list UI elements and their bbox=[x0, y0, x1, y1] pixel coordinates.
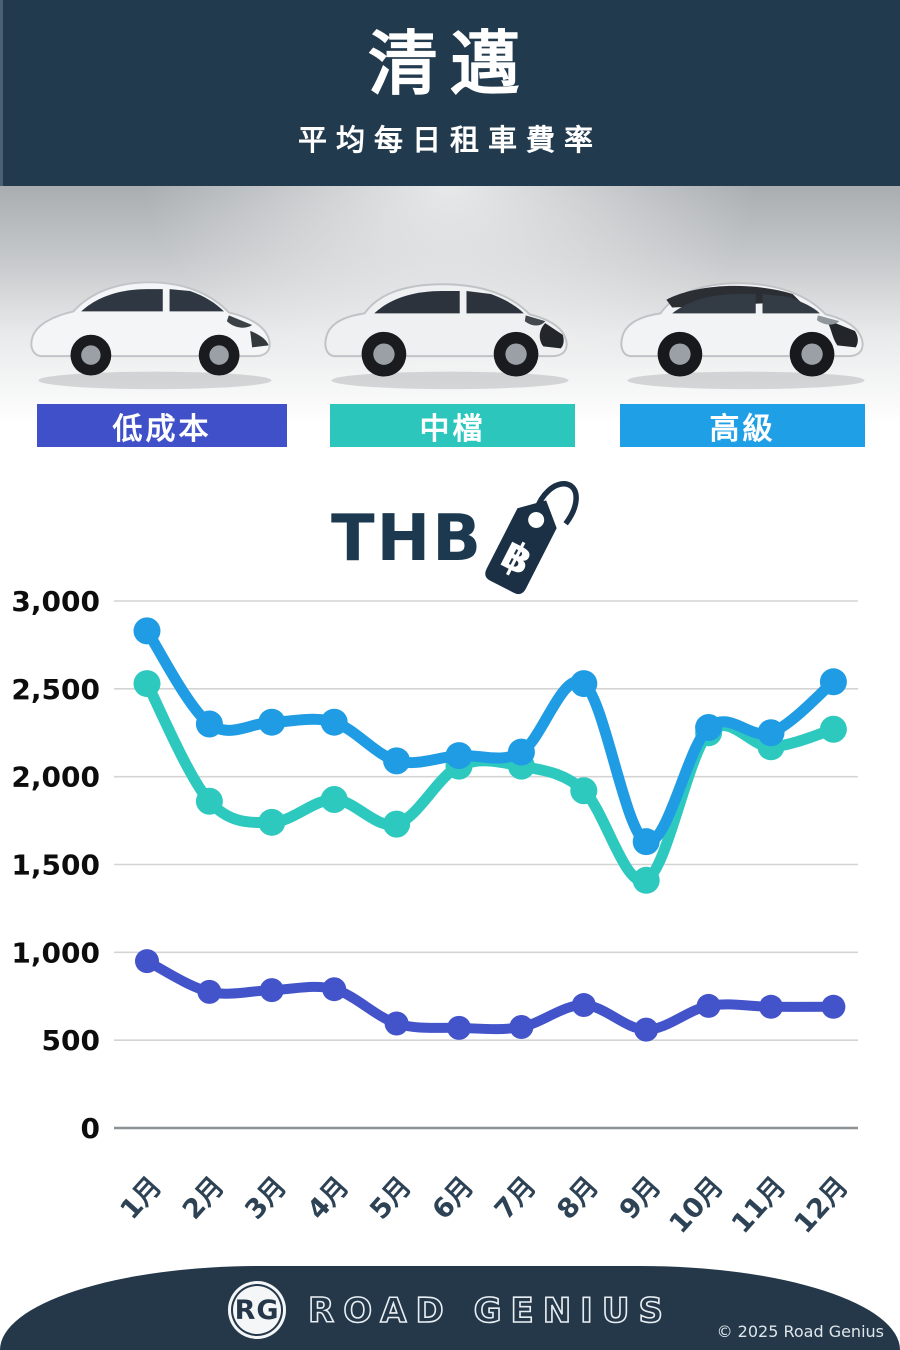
midrange-car-figure bbox=[308, 240, 593, 405]
data-point bbox=[445, 742, 473, 770]
data-point bbox=[258, 808, 286, 836]
data-point bbox=[632, 828, 660, 856]
data-point bbox=[696, 993, 721, 1018]
x-axis-month-label: 9月 bbox=[614, 1171, 668, 1226]
data-point bbox=[447, 1015, 471, 1040]
premium-car-image bbox=[619, 282, 865, 390]
road-genius-logo: RG bbox=[228, 1281, 287, 1339]
data-point bbox=[759, 994, 783, 1019]
data-point bbox=[507, 738, 535, 766]
y-axis-tick-label: 3,000 bbox=[11, 585, 100, 618]
tier-label-midrange: 中檔 bbox=[330, 404, 575, 447]
x-axis-month-label: 8月 bbox=[551, 1171, 605, 1226]
page-title: 清邁 bbox=[368, 23, 532, 105]
y-axis-tick-label: 2,500 bbox=[11, 673, 100, 706]
data-point bbox=[819, 715, 847, 743]
cars-row bbox=[0, 240, 900, 405]
x-axis-month-label: 2月 bbox=[177, 1171, 231, 1226]
data-point bbox=[133, 670, 161, 698]
data-point bbox=[383, 810, 411, 838]
data-point bbox=[632, 866, 660, 894]
data-point bbox=[821, 994, 846, 1019]
data-point bbox=[570, 670, 598, 698]
data-point bbox=[634, 1017, 659, 1042]
x-axis-month-label: 6月 bbox=[427, 1171, 481, 1226]
x-axis-month-label: 12月 bbox=[788, 1171, 854, 1240]
chart-section: 0 500 1,000 1,500 2,000 2,500 3,000 1月 2月 3月 4月 5月 6… bbox=[0, 575, 900, 1255]
header-banner: 清邁 平均每日租車費率 bbox=[0, 0, 900, 186]
x-axis-month-label: 11月 bbox=[726, 1171, 792, 1240]
data-point bbox=[383, 747, 411, 775]
data-point bbox=[695, 713, 723, 741]
series-line-2 bbox=[141, 625, 839, 848]
economy-car-figure bbox=[12, 240, 297, 405]
data-point bbox=[571, 993, 596, 1018]
y-axis-tick-label: 1,500 bbox=[11, 849, 100, 882]
tier-label-premium: 高級 bbox=[620, 404, 865, 447]
data-point bbox=[195, 710, 223, 738]
data-point bbox=[195, 787, 223, 815]
x-axis-month-label: 5月 bbox=[364, 1171, 418, 1226]
page-subtitle: 平均每日租車費率 bbox=[297, 123, 602, 157]
data-point bbox=[570, 777, 598, 805]
price-tag-icon: ฿ bbox=[485, 481, 579, 595]
x-axis-month-label: 10月 bbox=[664, 1171, 730, 1240]
copyright-text: © 2025 Road Genius bbox=[716, 1322, 884, 1341]
premium-car-figure bbox=[603, 240, 888, 405]
logo-initials: RG bbox=[234, 1294, 280, 1326]
midrange-car-image bbox=[324, 283, 569, 390]
data-point bbox=[259, 978, 284, 1003]
x-axis-month-label: 4月 bbox=[302, 1171, 356, 1226]
data-point bbox=[757, 719, 785, 747]
data-point bbox=[258, 708, 286, 736]
y-axis-tick-label: 2,000 bbox=[11, 761, 100, 794]
footer-arch: RG ROAD GENIUS © 2025 Road Genius bbox=[0, 1266, 900, 1350]
data-point bbox=[197, 979, 222, 1004]
series-line-0 bbox=[142, 956, 839, 1035]
data-point bbox=[384, 1011, 409, 1036]
data-point bbox=[322, 977, 347, 1002]
x-axis-month-label: 1月 bbox=[115, 1171, 169, 1226]
data-point bbox=[133, 617, 161, 645]
rental-rate-chart: 0 500 1,000 1,500 2,000 2,500 3,000 1月 2月 3月 4月 5月 6… bbox=[11, 585, 858, 1240]
data-point bbox=[819, 668, 847, 696]
tier-label-economy: 低成本 bbox=[37, 404, 287, 447]
economy-car-image bbox=[29, 281, 272, 390]
y-axis-tick-label: 0 bbox=[81, 1112, 100, 1145]
y-axis-tick-label: 500 bbox=[42, 1024, 100, 1057]
data-point bbox=[135, 949, 159, 974]
series-line-1 bbox=[141, 678, 839, 887]
data-point bbox=[320, 708, 348, 736]
data-point bbox=[320, 786, 348, 814]
data-point bbox=[509, 1014, 534, 1039]
currency-code: THB bbox=[331, 502, 483, 576]
currency-band: THB ฿ bbox=[0, 460, 900, 610]
x-axis-month-label: 3月 bbox=[239, 1171, 293, 1226]
brand-name: ROAD GENIUS bbox=[307, 1290, 672, 1332]
x-axis-month-label: 7月 bbox=[489, 1171, 543, 1226]
y-axis-tick-label: 1,000 bbox=[11, 936, 100, 969]
